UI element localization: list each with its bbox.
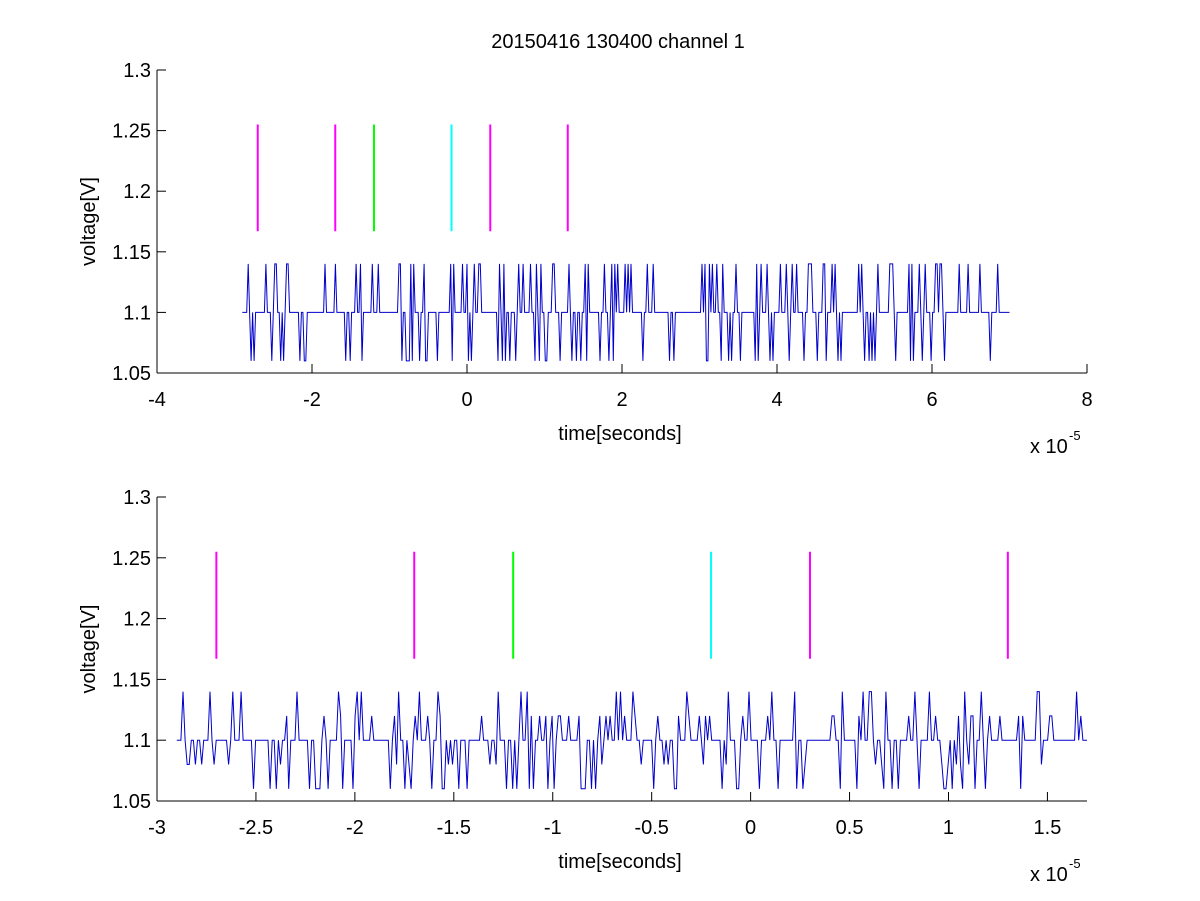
x-tick-label: -1 (544, 817, 562, 839)
y-tick-label: 1.25 (112, 548, 151, 570)
y-axis-label: voltage[V] (78, 605, 100, 694)
x-tick-label: -2 (346, 817, 364, 839)
x-tick-label: -3 (148, 817, 166, 839)
x-tick-label: 2 (616, 389, 627, 411)
y-tick-label: 1.3 (123, 487, 151, 509)
voltage-trace (242, 263, 1010, 362)
x-tick-label: 1.5 (1034, 817, 1062, 839)
x-tick-label: -4 (148, 389, 166, 411)
y-tick-label: 1.05 (112, 363, 151, 385)
top-axes: -4 -2 0 2 4 6 8 1.05 1.1 1.15 1.2 1.25 1.3 time[secon… (78, 60, 1093, 458)
x-axis-label: time[seconds] (558, 851, 681, 873)
x-tick-label: -0.5 (634, 817, 668, 839)
y-tick-label: 1.2 (123, 609, 151, 631)
y-axis-label: voltage[V] (78, 177, 100, 266)
y-tick-label: 1.05 (112, 791, 151, 813)
x-tick-label: 0.5 (836, 817, 864, 839)
x-tick-label: -1.5 (437, 817, 471, 839)
y-tick-label: 1.1 (123, 730, 151, 752)
x-tick-label: 6 (926, 389, 937, 411)
x-exponent-power: -5 (1069, 856, 1081, 871)
bottom-axes: -3 -2.5 -2 -1.5 -1 -0.5 0 0.5 1 1.5 1.05 1.1 1.15 1.2… (78, 487, 1087, 886)
y-tick-label: 1.15 (112, 669, 151, 691)
x-tick-label: 1 (943, 817, 954, 839)
x-exponent-label: x 10 (1030, 436, 1068, 458)
y-tick-label: 1.15 (112, 242, 151, 264)
y-tick-label: 1.1 (123, 302, 151, 324)
y-tick-label: 1.3 (123, 60, 151, 82)
x-tick-label: 0 (461, 389, 472, 411)
figure-title: 20150416 130400 channel 1 (491, 31, 745, 53)
x-exponent-label: x 10 (1030, 864, 1068, 886)
x-tick-label: 0 (745, 817, 756, 839)
x-tick-label: -2 (303, 389, 321, 411)
y-tick-label: 1.25 (112, 121, 151, 143)
y-tick-label: 1.2 (123, 181, 151, 203)
x-tick-label: 4 (771, 389, 782, 411)
voltage-trace (176, 691, 1087, 790)
x-axis-label: time[seconds] (558, 423, 681, 445)
x-tick-label: 8 (1081, 389, 1092, 411)
x-exponent-power: -5 (1069, 428, 1081, 443)
x-tick-label: -2.5 (239, 817, 273, 839)
